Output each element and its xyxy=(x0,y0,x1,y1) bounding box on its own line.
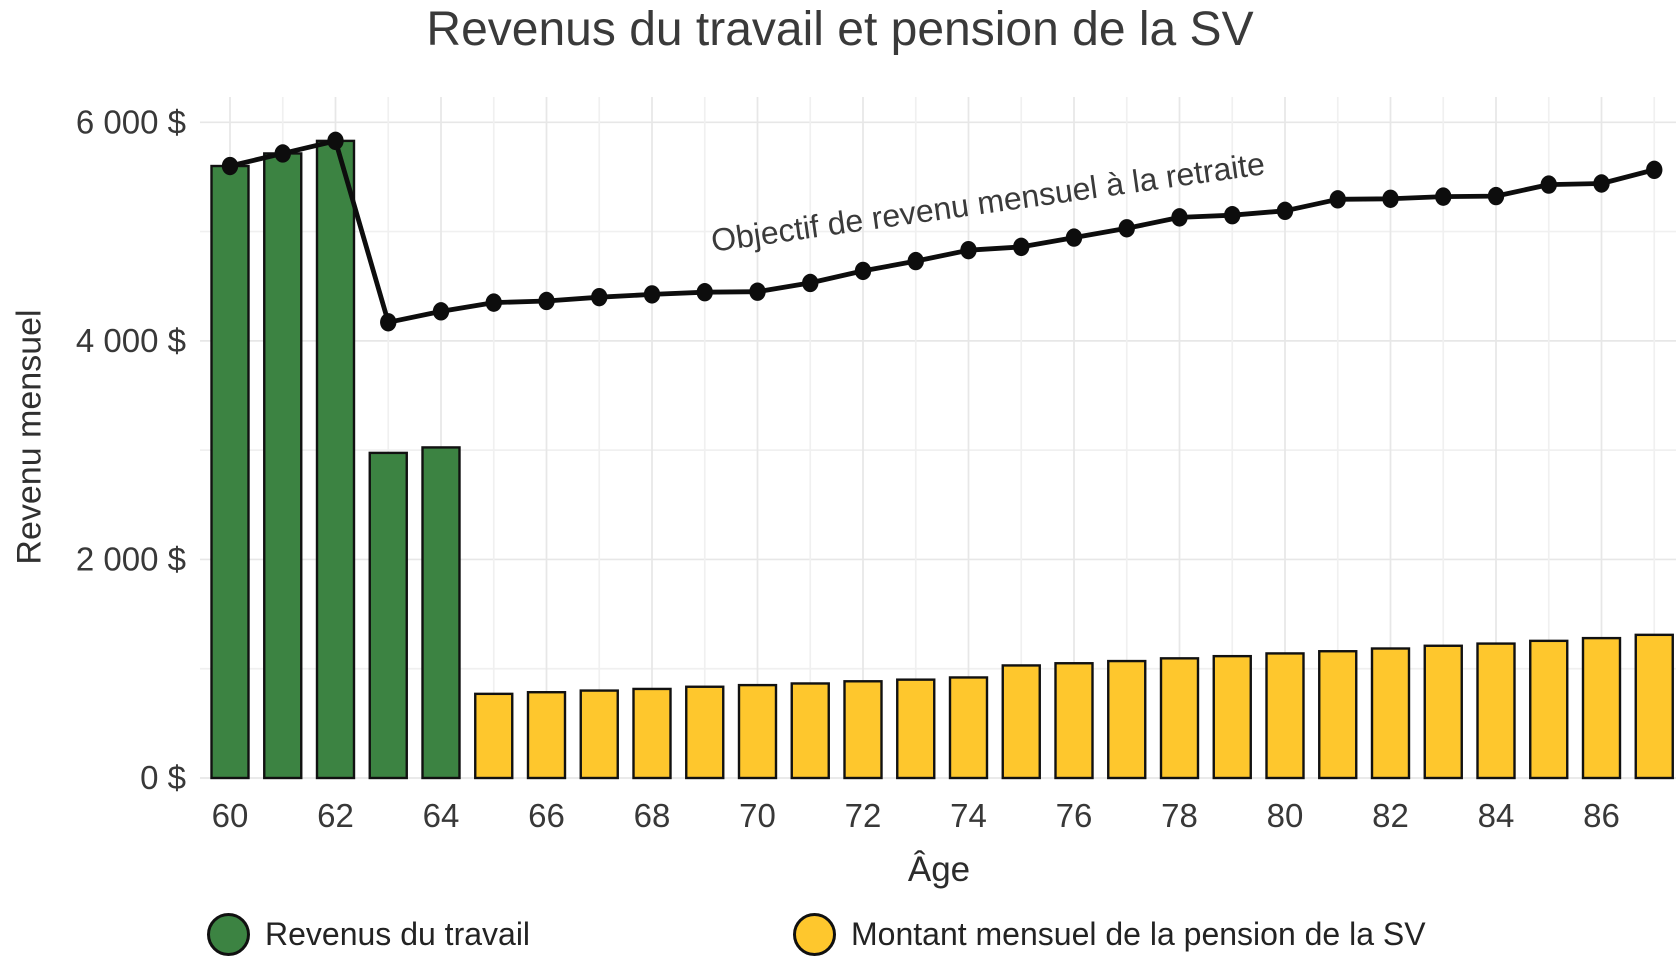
line-point xyxy=(1487,186,1505,206)
bar-pension-sv xyxy=(1581,636,1622,780)
legend-label-pension: Montant mensuel de la pension de la SV xyxy=(851,916,1426,952)
x-tick-label: 84 xyxy=(1478,797,1515,834)
bar-pension-sv xyxy=(948,676,989,780)
x-tick-label: 64 xyxy=(423,797,460,834)
bars-sv-pension xyxy=(474,633,1674,780)
x-tick-label: 86 xyxy=(1583,797,1620,834)
line-point xyxy=(1276,201,1294,221)
bar-pension-sv xyxy=(632,687,672,780)
bar-pension-sv xyxy=(843,680,883,780)
x-tick-label: 66 xyxy=(528,797,565,834)
line-point xyxy=(696,283,713,302)
bar-pension-sv xyxy=(1212,654,1252,780)
line-point xyxy=(1646,160,1663,180)
x-axis-title: Âge xyxy=(907,850,971,889)
line-point xyxy=(1171,208,1188,227)
line-point xyxy=(1382,189,1399,208)
line-point xyxy=(854,261,872,281)
bar-revenus-du-travail xyxy=(368,451,408,780)
bar-revenus-du-travail xyxy=(315,139,356,780)
line-point xyxy=(327,131,344,151)
x-tick-label: 82 xyxy=(1372,797,1409,834)
y-tick-label: 0 $ xyxy=(140,759,186,796)
line-point xyxy=(749,282,766,301)
bar-pension-sv xyxy=(1159,657,1200,780)
bar-pension-sv xyxy=(1318,650,1358,780)
bar-pension-sv xyxy=(685,685,725,780)
line-point xyxy=(1540,175,1557,194)
x-tick-label: 76 xyxy=(1056,797,1093,834)
x-tick-label: 60 xyxy=(212,797,249,834)
objective-line xyxy=(227,138,1657,325)
line-point xyxy=(907,251,924,271)
line-point xyxy=(1013,237,1030,257)
line-point xyxy=(274,144,291,163)
bar-revenus-du-travail xyxy=(210,164,250,780)
legend-swatch-pension xyxy=(793,913,836,956)
line-point xyxy=(1065,228,1083,247)
bars-work-income xyxy=(210,139,461,780)
bar-pension-sv xyxy=(790,682,830,780)
x-tick-label: 80 xyxy=(1267,797,1304,834)
bar-pension-sv xyxy=(1634,633,1674,780)
y-axis-labels: 0 $ 2 000 $ 4 000 $ 6 000 $ xyxy=(76,103,186,796)
bar-pension-sv xyxy=(1529,639,1569,780)
line-point xyxy=(1118,219,1135,238)
bar-revenus-du-travail xyxy=(421,446,461,780)
line-point xyxy=(960,240,977,260)
legend-label-work: Revenus du travail xyxy=(265,916,531,952)
line-point xyxy=(432,302,450,321)
line-point xyxy=(221,156,239,176)
line-point xyxy=(380,313,397,332)
bar-pension-sv xyxy=(1423,644,1463,780)
legend: Revenus du travail Montant mensuel de la… xyxy=(0,906,1680,962)
bar-pension-sv xyxy=(896,678,936,780)
y-axis-title: Revenu mensuel xyxy=(10,309,49,565)
line-point xyxy=(1435,187,1452,206)
legend-item-pension: Montant mensuel de la pension de la SV xyxy=(793,913,1426,956)
line-point xyxy=(538,291,555,311)
legend-swatch-work xyxy=(207,913,250,956)
bar-pension-sv xyxy=(1107,659,1147,780)
line-point xyxy=(643,285,661,304)
x-tick-label: 62 xyxy=(317,797,354,834)
line-point xyxy=(802,273,819,293)
y-tick-label: 4 000 $ xyxy=(76,322,186,359)
x-tick-label: 78 xyxy=(1161,797,1198,834)
x-tick-label: 74 xyxy=(950,797,987,834)
bar-pension-sv xyxy=(1370,647,1411,780)
y-tick-label: 2 000 $ xyxy=(76,540,186,577)
objective-line-series xyxy=(221,131,1663,332)
y-tick-label: 6 000 $ xyxy=(76,103,186,140)
bar-pension-sv xyxy=(1054,662,1094,780)
bar-pension-sv xyxy=(1476,642,1516,780)
bar-pension-sv xyxy=(526,691,567,780)
line-point xyxy=(1593,174,1610,193)
line-point xyxy=(591,287,608,307)
line-point xyxy=(485,293,502,312)
line-point xyxy=(1329,190,1346,209)
line-point xyxy=(1224,205,1241,225)
x-tick-label: 68 xyxy=(634,797,671,834)
bar-pension-sv xyxy=(474,692,514,780)
x-axis-labels: 60 62 64 66 68 70 72 74 76 78 80 82 84 86 xyxy=(212,797,1620,834)
bar-pension-sv xyxy=(579,689,619,780)
bar-pension-sv xyxy=(1001,664,1041,780)
chart-title: Revenus du travail et pension de la SV xyxy=(426,3,1254,56)
bar-revenus-du-travail xyxy=(263,152,303,780)
x-tick-label: 72 xyxy=(845,797,882,834)
legend-item-work: Revenus du travail xyxy=(207,913,530,956)
bar-pension-sv xyxy=(1265,652,1305,780)
bar-pension-sv xyxy=(737,683,778,780)
x-tick-label: 70 xyxy=(739,797,776,834)
